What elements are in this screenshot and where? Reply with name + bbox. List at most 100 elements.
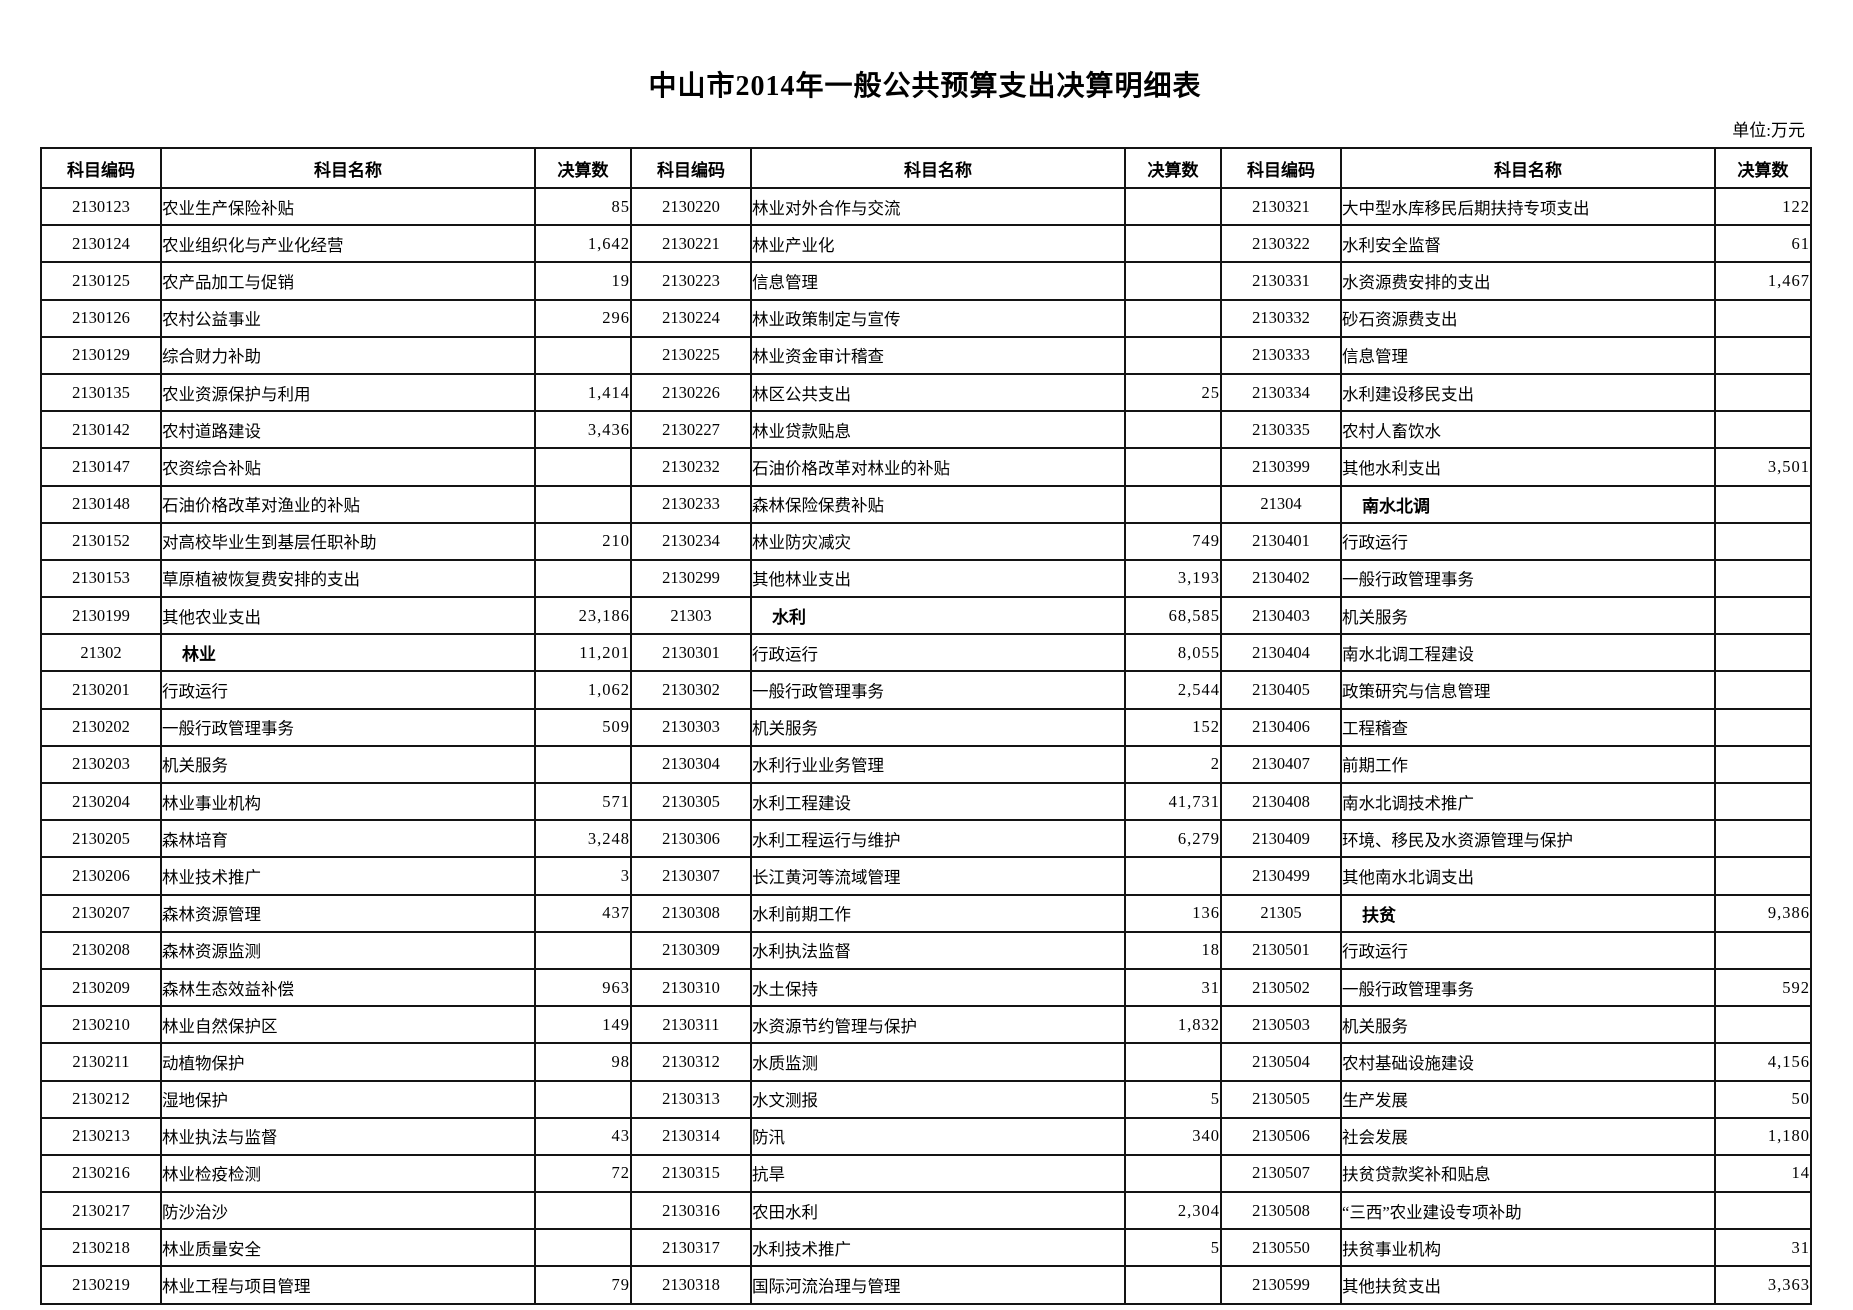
table-row: 2130219 林业工程与项目管理 79 2130318 国际河流治理与管理 213059… bbox=[40, 1265, 1812, 1305]
value-cell: 9,386 bbox=[1714, 893, 1812, 933]
subject-name-cell: 一般行政管理事务 bbox=[1340, 967, 1716, 1008]
table-header: 科目编码 科目名称 决算数 科目编码 科目名称 决算数 科目编码 科目名称 决算… bbox=[40, 147, 1812, 189]
subject-code-cell: 21303 bbox=[630, 596, 752, 636]
subject-name-cell: 扶贫事业机构 bbox=[1340, 1228, 1716, 1268]
subject-code-cell: 2130204 bbox=[40, 781, 162, 822]
subject-name-cell: 森林资源管理 bbox=[160, 893, 536, 933]
value-cell bbox=[534, 930, 632, 970]
value-cell bbox=[1714, 856, 1812, 896]
subject-code-cell: 2130212 bbox=[40, 1079, 162, 1119]
subject-code-cell: 2130306 bbox=[630, 819, 752, 859]
value-cell: 1,062 bbox=[534, 670, 632, 710]
header-subject-code: 科目编码 bbox=[630, 147, 752, 189]
value-cell: 68,585 bbox=[1124, 596, 1222, 636]
value-cell bbox=[1714, 781, 1812, 822]
subject-name-cell: 水利前期工作 bbox=[750, 893, 1126, 933]
subject-name-cell: 其他林业支出 bbox=[750, 558, 1126, 599]
subject-code-cell: 2130205 bbox=[40, 819, 162, 859]
value-cell: 61 bbox=[1714, 224, 1812, 264]
value-cell bbox=[1714, 335, 1812, 375]
value-cell bbox=[1714, 372, 1812, 413]
subject-name-cell: 其他农业支出 bbox=[160, 596, 536, 636]
header-final-amount: 决算数 bbox=[1714, 147, 1812, 189]
table-row: 2130199 其他农业支出 23,186 21303 水利 68,585 2130403 机… bbox=[40, 596, 1812, 636]
subject-name-cell: 湿地保护 bbox=[160, 1079, 536, 1119]
table-row: 2130153 草原植被恢复费安排的支出 2130299 其他林业支出 3,193 213… bbox=[40, 558, 1812, 599]
value-cell: 2,304 bbox=[1124, 1191, 1222, 1231]
subject-name-cell: 农村道路建设 bbox=[160, 410, 536, 450]
subject-code-cell: 2130399 bbox=[1220, 447, 1342, 487]
subject-code-cell: 2130301 bbox=[630, 633, 752, 673]
subject-name-cell: 社会发展 bbox=[1340, 1116, 1716, 1156]
value-cell: 1,467 bbox=[1714, 261, 1812, 301]
subject-name-cell: 林业执法与监督 bbox=[160, 1116, 536, 1156]
subject-name-cell: 其他扶贫支出 bbox=[1340, 1265, 1716, 1305]
subject-code-cell: 2130213 bbox=[40, 1116, 162, 1156]
subject-name-cell: 前期工作 bbox=[1340, 744, 1716, 785]
table-row: 2130142 农村道路建设 3,436 2130227 林业贷款贴息 2130335 农村… bbox=[40, 410, 1812, 450]
header-subject-name: 科目名称 bbox=[160, 147, 536, 189]
value-cell: 3,436 bbox=[534, 410, 632, 450]
subject-name-cell: 森林资源监测 bbox=[160, 930, 536, 970]
subject-name-cell: 砂石资源费支出 bbox=[1340, 298, 1716, 338]
value-cell: 210 bbox=[534, 521, 632, 561]
table-row: 2130213 林业执法与监督 43 2130314 防汛 340 2130506 社会发展 1… bbox=[40, 1116, 1812, 1156]
value-cell bbox=[1124, 410, 1222, 450]
subject-code-cell: 2130211 bbox=[40, 1042, 162, 1082]
value-cell: 6,279 bbox=[1124, 819, 1222, 859]
value-cell: 14 bbox=[1714, 1153, 1812, 1194]
subject-code-cell: 2130504 bbox=[1220, 1042, 1342, 1082]
subject-code-cell: 2130505 bbox=[1220, 1079, 1342, 1119]
value-cell: 23,186 bbox=[534, 596, 632, 636]
header-subject-name: 科目名称 bbox=[1340, 147, 1716, 189]
subject-code-cell: 2130332 bbox=[1220, 298, 1342, 338]
subject-code-cell: 2130206 bbox=[40, 856, 162, 896]
subject-code-cell: 2130147 bbox=[40, 447, 162, 487]
subject-name-cell: 林业对外合作与交流 bbox=[750, 186, 1126, 227]
value-cell: 340 bbox=[1124, 1116, 1222, 1156]
subject-code-cell: 2130312 bbox=[630, 1042, 752, 1082]
subject-code-cell: 2130221 bbox=[630, 224, 752, 264]
subject-name-cell: 南水北调 bbox=[1340, 484, 1716, 524]
table-row: 2130211 动植物保护 98 2130312 水质监测 2130504 农村基础设施建设… bbox=[40, 1042, 1812, 1082]
subject-name-cell: 水利执法监督 bbox=[750, 930, 1126, 970]
value-cell: 3,248 bbox=[534, 819, 632, 859]
value-cell bbox=[1124, 261, 1222, 301]
subject-code-cell: 2130307 bbox=[630, 856, 752, 896]
value-cell: 98 bbox=[534, 1042, 632, 1082]
subject-code-cell: 2130311 bbox=[630, 1005, 752, 1045]
value-cell bbox=[1124, 1265, 1222, 1305]
table-row: 2130218 林业质量安全 2130317 水利技术推广 5 2130550 扶贫事业机构… bbox=[40, 1228, 1812, 1268]
value-cell: 5 bbox=[1124, 1079, 1222, 1119]
subject-name-cell: “三西”农业建设专项补助 bbox=[1340, 1191, 1716, 1231]
value-cell bbox=[1714, 410, 1812, 450]
subject-code-cell: 2130129 bbox=[40, 335, 162, 375]
subject-code-cell: 2130203 bbox=[40, 744, 162, 785]
value-cell: 1,180 bbox=[1714, 1116, 1812, 1156]
subject-code-cell: 21305 bbox=[1220, 893, 1342, 933]
subject-name-cell: 国际河流治理与管理 bbox=[750, 1265, 1126, 1305]
subject-code-cell: 2130322 bbox=[1220, 224, 1342, 264]
subject-name-cell: 水文测报 bbox=[750, 1079, 1126, 1119]
subject-code-cell: 2130321 bbox=[1220, 186, 1342, 227]
subject-name-cell: 林业工程与项目管理 bbox=[160, 1265, 536, 1305]
subject-name-cell: 信息管理 bbox=[750, 261, 1126, 301]
value-cell bbox=[1124, 1042, 1222, 1082]
subject-code-cell: 2130403 bbox=[1220, 596, 1342, 636]
subject-name-cell: 林业贷款贴息 bbox=[750, 410, 1126, 450]
header-subject-name: 科目名称 bbox=[750, 147, 1126, 189]
subject-name-cell: 林业资金审计稽查 bbox=[750, 335, 1126, 375]
value-cell: 2 bbox=[1124, 744, 1222, 785]
table-row: 2130212 湿地保护 2130313 水文测报 5 2130505 生产发展 50 bbox=[40, 1079, 1812, 1119]
subject-name-cell: 水利安全监督 bbox=[1340, 224, 1716, 264]
subject-name-cell: 防沙治沙 bbox=[160, 1191, 536, 1231]
value-cell bbox=[1714, 558, 1812, 599]
subject-name-cell: 水土保持 bbox=[750, 967, 1126, 1008]
subject-code-cell: 2130218 bbox=[40, 1228, 162, 1268]
subject-code-cell: 2130310 bbox=[630, 967, 752, 1008]
value-cell: 72 bbox=[534, 1153, 632, 1194]
subject-code-cell: 2130223 bbox=[630, 261, 752, 301]
subject-code-cell: 2130153 bbox=[40, 558, 162, 599]
subject-name-cell: 林业检疫检测 bbox=[160, 1153, 536, 1194]
value-cell: 79 bbox=[534, 1265, 632, 1305]
